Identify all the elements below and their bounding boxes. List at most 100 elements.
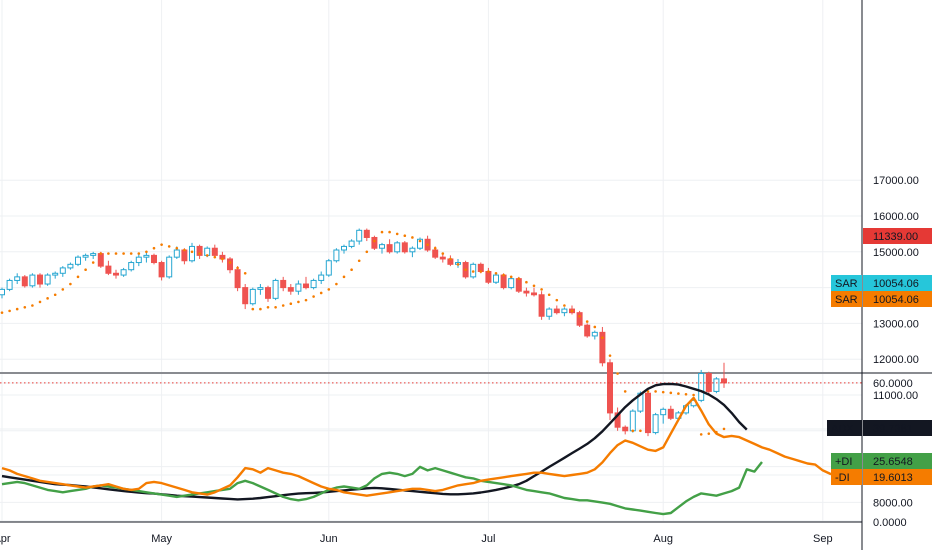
candle bbox=[113, 269, 119, 279]
candle bbox=[439, 253, 446, 263]
adx-tag-value: 39.7381 bbox=[873, 423, 913, 435]
sar-dot bbox=[319, 291, 323, 295]
candle-body bbox=[439, 256, 446, 260]
candle-body bbox=[29, 274, 36, 287]
plus-di-tag-value: 25.6548 bbox=[873, 456, 913, 468]
candle-body bbox=[59, 267, 66, 274]
sar-dot bbox=[213, 255, 217, 259]
candle-body bbox=[546, 308, 553, 317]
sar-dot bbox=[342, 275, 346, 279]
sar-tag-cyan-value-bg bbox=[863, 275, 932, 291]
candle bbox=[287, 284, 294, 295]
candle-body bbox=[303, 283, 309, 289]
sar-dot bbox=[107, 252, 110, 255]
candle bbox=[341, 244, 347, 254]
sar-dot bbox=[160, 243, 163, 246]
candle-body bbox=[135, 256, 142, 264]
candle-body bbox=[280, 279, 287, 289]
candle bbox=[29, 273, 36, 288]
sar-dot bbox=[259, 307, 262, 311]
sar-dot bbox=[616, 372, 619, 375]
candle-body bbox=[158, 262, 165, 278]
sar-dot bbox=[357, 259, 361, 263]
time-tick-label: Aug bbox=[653, 533, 673, 545]
sar-dot bbox=[129, 252, 133, 255]
candle-body bbox=[257, 287, 264, 290]
sar-dot bbox=[304, 298, 308, 302]
candle-body bbox=[599, 331, 606, 364]
sar-dot bbox=[8, 309, 11, 313]
candle bbox=[660, 407, 667, 424]
sar-tag-orange-value: 10054.06 bbox=[873, 294, 919, 306]
plot-area bbox=[0, 228, 862, 516]
candle bbox=[713, 377, 720, 394]
candle bbox=[105, 260, 112, 276]
candle bbox=[333, 248, 340, 263]
candle-body bbox=[698, 373, 705, 401]
price-tick-label: 8000.00 bbox=[873, 497, 913, 509]
sar-dot bbox=[15, 307, 19, 311]
sar-dot bbox=[487, 270, 490, 273]
candle bbox=[75, 255, 81, 267]
candle-body bbox=[432, 249, 439, 258]
candle bbox=[379, 242, 385, 254]
candle bbox=[698, 369, 705, 403]
candle bbox=[135, 253, 142, 267]
candle-body bbox=[6, 279, 13, 290]
candle-body bbox=[515, 278, 522, 292]
sar-dot bbox=[46, 297, 49, 300]
time-tick-label: Sep bbox=[813, 533, 833, 545]
candle-body bbox=[508, 278, 515, 289]
minus-di-tag: -DI 19.6013 bbox=[831, 469, 932, 485]
sar-dot bbox=[38, 300, 42, 304]
candle bbox=[67, 262, 74, 270]
candle-body bbox=[173, 249, 180, 258]
candle bbox=[356, 228, 363, 245]
candle-body bbox=[614, 412, 621, 428]
sar-dot bbox=[350, 268, 353, 272]
sar-dot bbox=[411, 236, 414, 239]
sar-dot bbox=[601, 336, 604, 340]
sar-dot bbox=[53, 293, 57, 297]
sar-dot bbox=[69, 282, 72, 286]
sar-dot bbox=[692, 393, 695, 397]
sar-dot bbox=[540, 288, 543, 291]
sar-dot bbox=[221, 257, 224, 261]
sar-dot bbox=[471, 270, 475, 273]
candle-body bbox=[227, 258, 233, 271]
time-tick-label: Apr bbox=[0, 533, 11, 545]
candle-body bbox=[295, 283, 302, 292]
candle-body bbox=[265, 287, 271, 299]
sar-dot bbox=[449, 257, 452, 261]
candle bbox=[143, 251, 150, 263]
sar-dot bbox=[76, 275, 80, 279]
candle bbox=[561, 307, 568, 317]
sar-dot bbox=[0, 311, 4, 314]
candle-body bbox=[82, 254, 89, 258]
candle-body bbox=[576, 312, 583, 326]
candle bbox=[295, 280, 302, 295]
sar-tag-cyan-label: SAR bbox=[835, 278, 858, 290]
candle-body bbox=[75, 256, 81, 265]
candle bbox=[158, 260, 165, 281]
candle bbox=[614, 407, 621, 431]
sar-dot bbox=[236, 266, 239, 270]
candle-body bbox=[348, 240, 355, 247]
candle bbox=[325, 258, 332, 277]
candle-body bbox=[721, 378, 727, 384]
candle bbox=[234, 266, 241, 292]
candle bbox=[348, 239, 355, 249]
candle-body bbox=[386, 244, 393, 253]
sar-dot bbox=[654, 390, 657, 393]
sar-dot bbox=[502, 273, 505, 277]
sar-dot bbox=[623, 390, 627, 393]
candle-body bbox=[189, 245, 195, 262]
candle bbox=[196, 244, 203, 259]
sar-dot bbox=[532, 284, 536, 288]
sar-tag-orange-value-bg bbox=[863, 291, 932, 307]
candle-body bbox=[249, 288, 256, 305]
candle-body bbox=[128, 262, 135, 271]
candle-body bbox=[0, 288, 5, 296]
last-price-tag-value: 11339.00 bbox=[873, 231, 918, 243]
candle-body bbox=[325, 260, 332, 276]
